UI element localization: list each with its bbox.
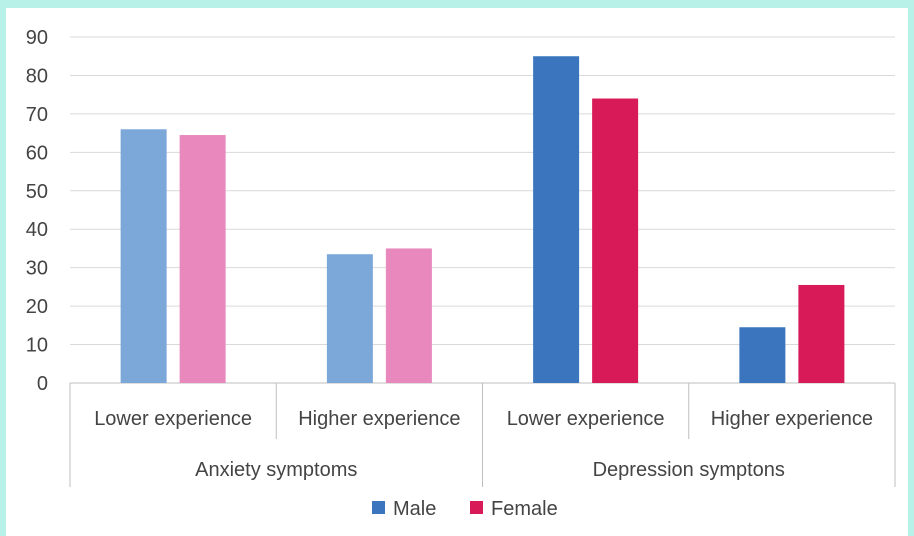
x-category-label: Higher experience bbox=[711, 408, 873, 430]
x-axis: Lower experience Higher experience Lower e… bbox=[69, 383, 896, 487]
y-tick-label: 10 bbox=[26, 335, 48, 357]
y-tick-label: 90 bbox=[26, 27, 48, 49]
y-tick-label: 80 bbox=[26, 65, 48, 87]
legend-swatch-male bbox=[372, 501, 385, 514]
y-tick-label: 70 bbox=[26, 104, 48, 126]
y-axis-labels: 0 10 20 30 40 50 60 70 80 90 bbox=[26, 27, 48, 395]
y-tick-label: 30 bbox=[26, 258, 48, 280]
legend-label-female: Female bbox=[491, 498, 558, 520]
bar-female-1 bbox=[179, 135, 226, 383]
legend-label-male: Male bbox=[393, 498, 436, 520]
legend-swatch-female bbox=[470, 501, 483, 514]
y-tick-label: 40 bbox=[26, 219, 48, 241]
x-group-label: Anxiety symptoms bbox=[195, 459, 357, 481]
bars bbox=[120, 56, 845, 383]
bar-male-1 bbox=[120, 129, 167, 383]
bar-male-2 bbox=[326, 254, 373, 383]
bar-female-2 bbox=[385, 248, 432, 383]
bar-male-3 bbox=[533, 56, 580, 383]
y-tick-label: 20 bbox=[26, 296, 48, 318]
bar-female-3 bbox=[592, 98, 639, 383]
legend: Male Female bbox=[372, 498, 558, 520]
x-category-label: Higher experience bbox=[298, 408, 460, 430]
x-category-label: Lower experience bbox=[507, 408, 665, 430]
bar-male-4 bbox=[739, 327, 786, 383]
x-category-label: Lower experience bbox=[94, 408, 252, 430]
bar-female-4 bbox=[798, 284, 845, 383]
x-group-label: Depression symptons bbox=[593, 459, 785, 481]
y-tick-label: 50 bbox=[26, 181, 48, 203]
y-tick-label: 60 bbox=[26, 142, 48, 164]
y-tick-label: 0 bbox=[37, 373, 48, 395]
